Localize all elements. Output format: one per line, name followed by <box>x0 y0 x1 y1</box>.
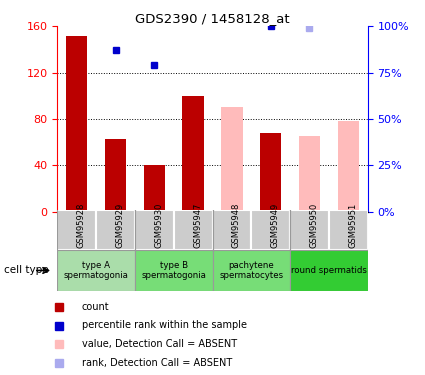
Bar <box>182 96 204 212</box>
Bar <box>66 36 88 212</box>
Text: GSM95930: GSM95930 <box>154 203 163 248</box>
Text: count: count <box>82 302 109 312</box>
Text: GSM95950: GSM95950 <box>309 203 318 248</box>
Bar <box>57 251 135 291</box>
Text: rank, Detection Call = ABSENT: rank, Detection Call = ABSENT <box>82 358 232 369</box>
Bar <box>212 251 290 291</box>
Text: value, Detection Call = ABSENT: value, Detection Call = ABSENT <box>82 339 237 349</box>
Bar <box>299 136 320 212</box>
Bar <box>174 210 212 251</box>
Text: GSM95947: GSM95947 <box>193 203 202 248</box>
Text: type B
spermatogonia: type B spermatogonia <box>141 261 206 280</box>
Text: GSM95948: GSM95948 <box>232 203 241 248</box>
Bar <box>105 139 126 212</box>
Text: GSM95949: GSM95949 <box>271 203 280 248</box>
Text: GSM95929: GSM95929 <box>116 203 125 248</box>
Text: pachytene
spermatocytes: pachytene spermatocytes <box>219 261 283 280</box>
Text: type A
spermatogonia: type A spermatogonia <box>64 261 129 280</box>
Bar <box>135 251 212 291</box>
Bar <box>96 210 135 251</box>
Bar <box>144 165 165 212</box>
Text: GSM95928: GSM95928 <box>77 203 86 248</box>
Text: GSM95951: GSM95951 <box>348 203 357 248</box>
Text: cell type: cell type <box>4 266 49 276</box>
Bar <box>135 210 174 251</box>
Text: round spermatids: round spermatids <box>291 266 367 275</box>
Bar <box>57 210 96 251</box>
Bar <box>290 210 329 251</box>
Bar <box>212 210 251 251</box>
Bar <box>329 210 368 251</box>
Text: percentile rank within the sample: percentile rank within the sample <box>82 321 246 330</box>
Bar <box>221 108 243 212</box>
Bar <box>290 251 368 291</box>
Title: GDS2390 / 1458128_at: GDS2390 / 1458128_at <box>135 12 290 25</box>
Bar <box>251 210 290 251</box>
Bar <box>260 133 281 212</box>
Bar <box>337 122 359 212</box>
